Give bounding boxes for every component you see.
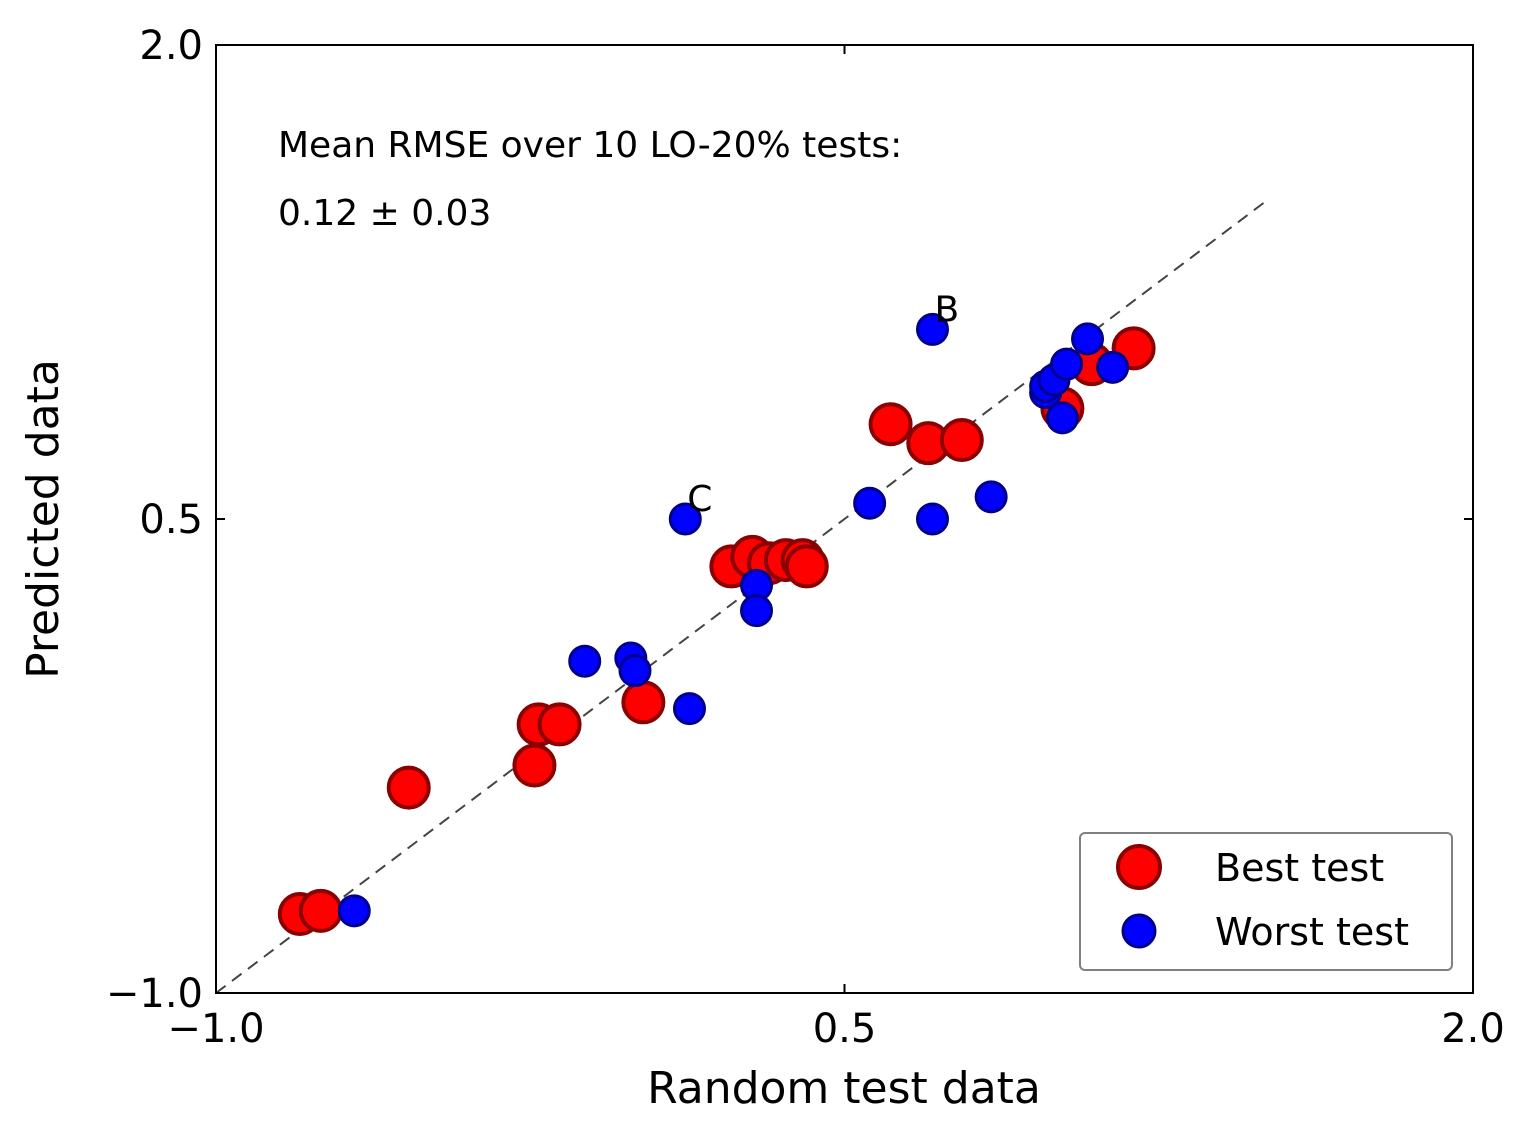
y-axis-label: Predicted data: [18, 359, 69, 679]
point-worst-test: [1045, 401, 1079, 435]
point-label-c: C: [687, 479, 712, 520]
point-worst-test: [568, 644, 602, 678]
y-tick-label: 0.5: [139, 497, 203, 543]
points-layer: BC: [277, 289, 1156, 936]
point-worst-test: [668, 502, 702, 536]
point-best-test: [298, 888, 343, 933]
point-worst-test: [672, 692, 706, 726]
point-worst-test: [618, 654, 652, 688]
point-worst-test: [740, 594, 774, 628]
legend-label-worst: Worst test: [1215, 910, 1409, 954]
rmse-annotation-value: 0.12 ± 0.03: [278, 193, 491, 234]
x-axis-label: Random test data: [647, 1063, 1041, 1114]
legend-box: [1079, 832, 1453, 971]
rmse-annotation-title: Mean RMSE over 10 LO-20% tests:: [278, 125, 902, 166]
point-best-test: [512, 743, 557, 788]
point-best-test: [868, 402, 913, 447]
y-tick-label: 2.0: [139, 23, 203, 69]
legend-marker-worst: [1121, 913, 1157, 949]
point-best-test: [386, 765, 431, 810]
point-best-test: [621, 680, 666, 725]
x-tick-label: 2.0: [1441, 1006, 1505, 1052]
point-worst-test: [853, 486, 887, 520]
point-label-b: B: [934, 289, 959, 330]
point-worst-test: [1050, 347, 1084, 381]
x-tick-label: −1.0: [167, 1006, 264, 1052]
x-tick-label: 0.5: [813, 1006, 877, 1052]
point-worst-test: [1071, 322, 1105, 356]
point-worst-test: [974, 480, 1008, 514]
y-tick-label: −1.0: [106, 971, 203, 1017]
point-worst-test: [337, 894, 371, 928]
point-worst-test: [915, 312, 949, 346]
series-worst-test: [337, 312, 1130, 928]
ticks-layer: −1.0 0.5 2.0 −1.0 0.5 2.0: [106, 23, 1505, 1052]
legend: Best test Worst test: [1079, 832, 1453, 971]
point-best-test: [939, 418, 984, 462]
point-worst-test: [1096, 350, 1130, 384]
point-worst-test: [915, 502, 949, 536]
point-best-test: [537, 702, 582, 747]
plot-frame: [215, 44, 1474, 994]
legend-marker-best: [1116, 844, 1162, 890]
point-best-test: [784, 544, 829, 589]
series-best-test: [277, 326, 1156, 936]
legend-label-best: Best test: [1215, 846, 1384, 890]
